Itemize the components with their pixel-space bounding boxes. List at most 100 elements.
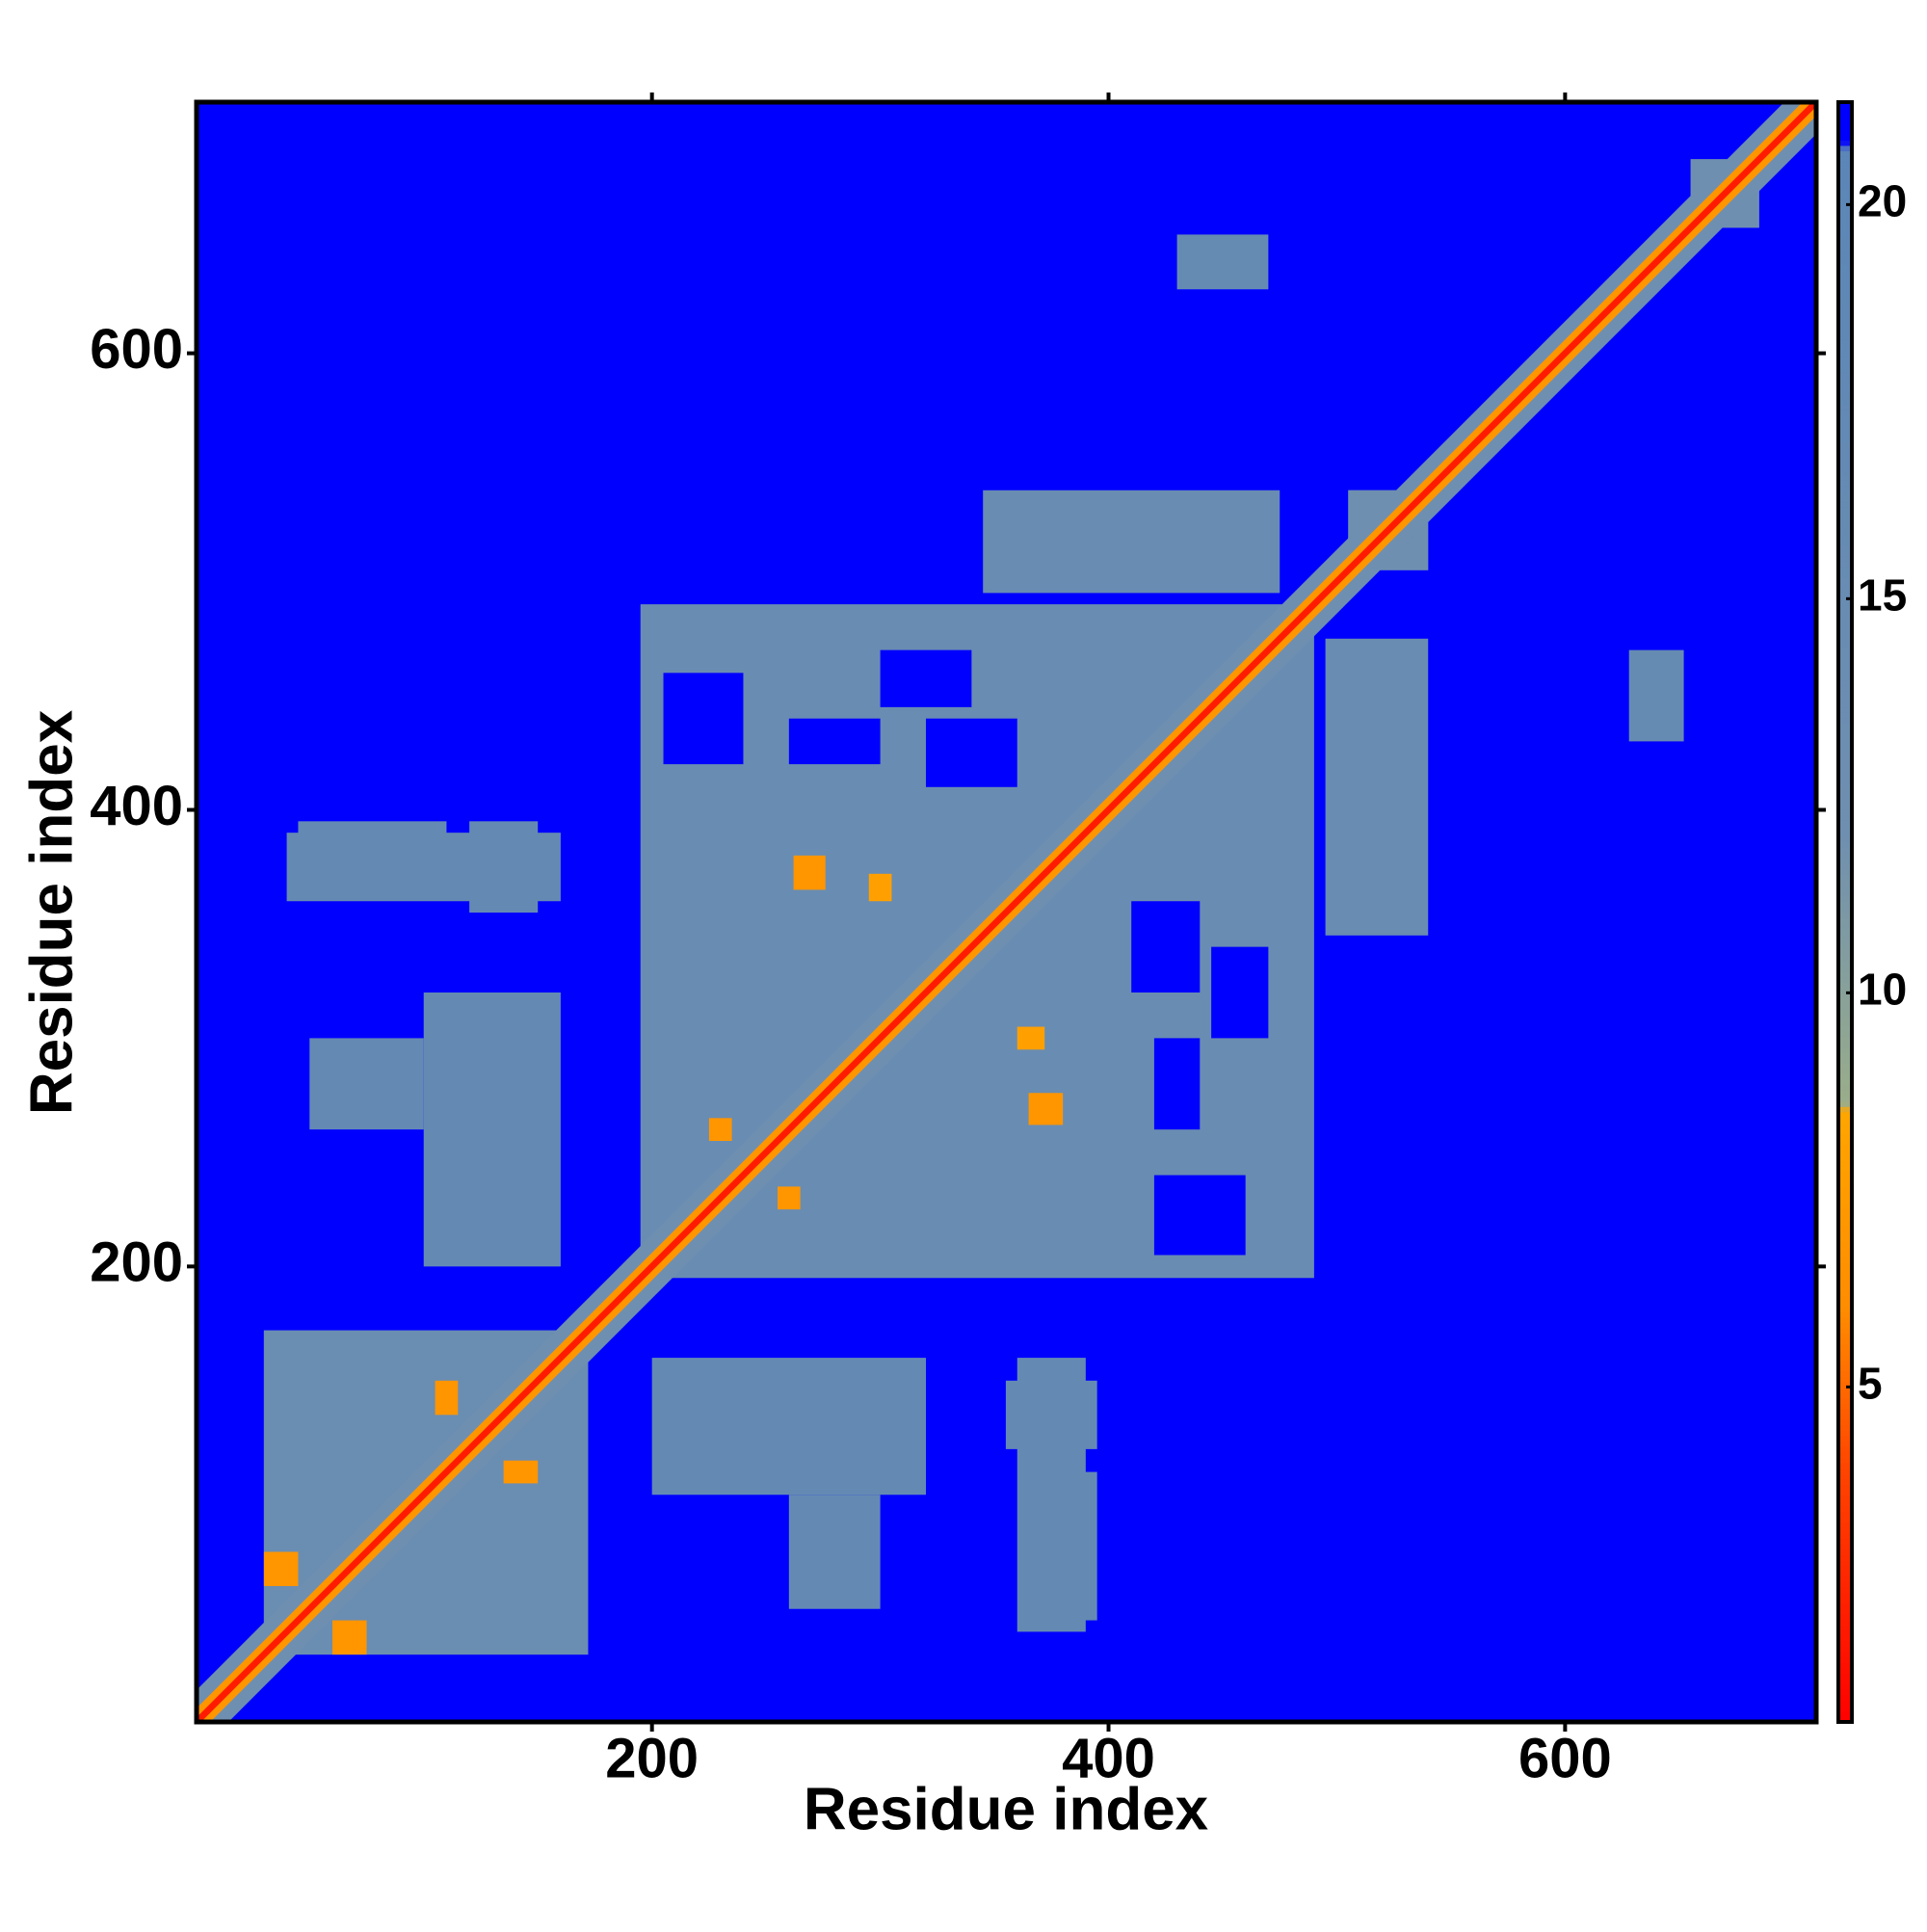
colorbar-segment: [1838, 1030, 1852, 1037]
diagonal-band: [197, 102, 1816, 1722]
colorbar-segment: [1838, 1392, 1852, 1399]
colorbar-segment: [1838, 544, 1852, 551]
colorbar-segment: [1838, 285, 1852, 292]
colorbar-segment: [1838, 1241, 1852, 1248]
colorbar-segment: [1838, 712, 1852, 719]
colorbar-segment: [1838, 755, 1852, 762]
colorbar-segment: [1838, 134, 1852, 141]
colorbar-segment: [1838, 971, 1852, 978]
colorbar-segment: [1838, 1710, 1852, 1717]
colorbar-segment: [1838, 1592, 1852, 1599]
colorbar-segment: [1838, 1311, 1852, 1318]
colorbar-segment: [1838, 345, 1852, 352]
colorbar-segment: [1838, 501, 1852, 508]
x-axis-title: Residue index: [804, 1776, 1209, 1842]
colorbar-segment: [1838, 1041, 1852, 1048]
colorbar-segment: [1838, 393, 1852, 400]
colorbar-segment: [1838, 998, 1852, 1005]
colorbar-segment: [1838, 917, 1852, 924]
colorbar-segment: [1838, 1532, 1852, 1540]
colorbar-segment: [1838, 512, 1852, 519]
colorbar-segment: [1838, 723, 1852, 729]
colorbar-segment: [1838, 264, 1852, 271]
colorbar-segment: [1838, 329, 1852, 335]
colorbar-segment: [1838, 1414, 1852, 1420]
heatmap-patch: [503, 1460, 539, 1484]
colorbar-segment: [1838, 1662, 1852, 1669]
colorbar-segment: [1838, 215, 1852, 222]
colorbar-segment: [1838, 1052, 1852, 1059]
colorbar-segment: [1838, 1295, 1852, 1302]
colorbar-segment: [1838, 615, 1852, 622]
colorbar-segment: [1838, 1484, 1852, 1491]
colorbar-segment: [1838, 1446, 1852, 1453]
colorbar-segment: [1838, 895, 1852, 902]
colorbar-segment: [1838, 1046, 1852, 1053]
colorbar-segment: [1838, 1279, 1852, 1285]
colorbar-segment: [1838, 598, 1852, 605]
colorbar-segment: [1838, 1571, 1852, 1577]
colorbar-segment: [1838, 269, 1852, 276]
colorbar-segment: [1838, 561, 1852, 568]
colorbar-segment: [1838, 237, 1852, 244]
colorbar-segment: [1838, 1096, 1852, 1102]
colorbar-segment: [1838, 1262, 1852, 1269]
colorbar-segment: [1838, 782, 1852, 789]
colorbar-segment: [1838, 534, 1852, 541]
colorbar-segment: [1838, 874, 1852, 881]
colorbar-segment: [1838, 150, 1852, 157]
colorbar-segment: [1838, 890, 1852, 897]
colorbar-segment: [1838, 383, 1852, 389]
colorbar-segment: [1838, 1343, 1852, 1350]
colorbar-segment: [1838, 1354, 1852, 1362]
colorbar-segment: [1838, 1106, 1852, 1113]
colorbar-segment: [1838, 733, 1852, 740]
colorbar-segment: [1838, 787, 1852, 794]
colorbar-segment: [1838, 1144, 1852, 1151]
colorbar-segment: [1838, 198, 1852, 206]
colorbar-segment: [1838, 1068, 1852, 1075]
colorbar-segment: [1838, 1327, 1852, 1335]
colorbar-segment: [1838, 1009, 1852, 1016]
colorbar-segment: [1838, 566, 1852, 573]
colorbar-segment: [1838, 431, 1852, 438]
colorbar-segment: [1838, 1700, 1852, 1707]
colorbar-segment: [1838, 258, 1852, 265]
colorbar-segment: [1838, 550, 1852, 557]
colorbar-segment: [1838, 161, 1852, 168]
heatmap-patch: [331, 1620, 367, 1655]
colorbar-segment: [1838, 939, 1852, 945]
colorbar-segment: [1838, 372, 1852, 379]
colorbar-segment: [1838, 1409, 1852, 1416]
colorbar-segment: [1838, 387, 1852, 395]
heatmap-patch: [263, 1551, 299, 1587]
colorbar-tick-label: 15: [1858, 569, 1907, 620]
colorbar-segment: [1838, 1370, 1852, 1377]
colorbar-segment: [1838, 798, 1852, 806]
colorbar-segment: [1838, 669, 1852, 675]
colorbar-segment: [1838, 690, 1852, 697]
colorbar-segment: [1838, 1505, 1852, 1513]
colorbar-segment: [1838, 339, 1852, 346]
colorbar-segment: [1838, 652, 1852, 659]
colorbar-frame: [1836, 100, 1854, 1724]
colorbar-segment: [1838, 1581, 1852, 1588]
colorbar-segment: [1838, 885, 1852, 891]
colorbar-segment: [1838, 1451, 1852, 1459]
colorbar-segment: [1838, 1231, 1852, 1237]
colorbar-segment: [1838, 242, 1852, 249]
heatmap-patch: [1131, 901, 1201, 993]
colorbar-segment: [1838, 539, 1852, 546]
colorbar-segment: [1838, 577, 1852, 584]
colorbar-segment: [1838, 1154, 1852, 1161]
y-tick-label: 200: [90, 1231, 183, 1294]
colorbar-segment: [1838, 1225, 1852, 1231]
colorbar-segment: [1838, 696, 1852, 702]
heatmap-patch: [286, 833, 561, 902]
colorbar-segment: [1838, 1667, 1852, 1675]
colorbar-segment: [1838, 879, 1852, 887]
colorbar-segment: [1838, 987, 1852, 994]
colorbar-segment: [1838, 1424, 1852, 1432]
colorbar-segment: [1838, 1387, 1852, 1393]
